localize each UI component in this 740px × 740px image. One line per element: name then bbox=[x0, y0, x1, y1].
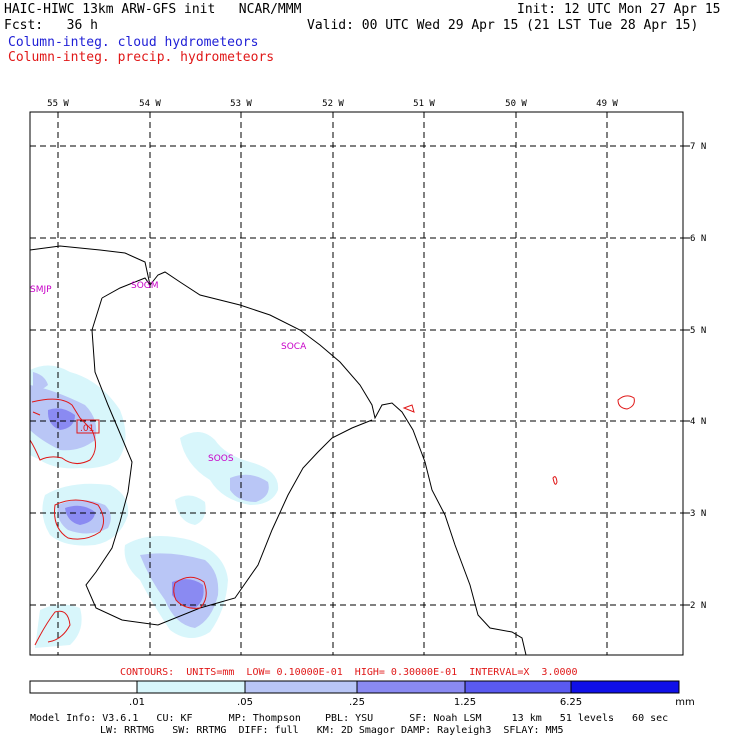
station-labels: SMJP SOGM SOCA SOOS bbox=[30, 281, 307, 464]
station-label: SMJP bbox=[30, 285, 52, 295]
precip-contours bbox=[29, 395, 635, 646]
contours-info: CONTOURS: UNITS=mm LOW= 0.10000E-01 HIGH… bbox=[120, 667, 578, 678]
station-label: SOCA bbox=[281, 342, 307, 352]
cloud-area-light bbox=[175, 495, 206, 525]
colorbar-segment bbox=[570, 680, 680, 694]
valid-time: Valid: 00 UTC Wed 29 Apr 15 (21 LST Tue … bbox=[307, 18, 699, 33]
colorbar-labels: .01 .05 .25 1.25 6.25 mm bbox=[129, 697, 695, 708]
cloud-area-mid bbox=[230, 474, 269, 502]
cloud-shading bbox=[30, 365, 279, 648]
lon-label: 50 W bbox=[505, 99, 527, 109]
cloud-area-deep bbox=[47, 408, 75, 430]
colorbar bbox=[29, 680, 680, 694]
latitude-labels: 7 N 6 N 5 N 4 N 3 N 2 N bbox=[683, 142, 706, 611]
legend-cloud-hydrometeors: Column-integ. cloud hydrometeors bbox=[8, 35, 259, 50]
legend-precip-hydrometeors: Column-integ. precip. hydrometeors bbox=[8, 50, 275, 65]
cloud-area-deep bbox=[65, 505, 95, 525]
colorbar-segment bbox=[136, 680, 246, 694]
colorbar-label: .25 bbox=[349, 697, 365, 708]
lon-label: 49 W bbox=[596, 99, 618, 109]
longitude-labels: 55 W 54 W 53 W 52 W 51 W 50 W 49 W bbox=[47, 99, 618, 109]
cloud-area-mid bbox=[33, 372, 48, 391]
colorbar-segment bbox=[464, 680, 572, 694]
colorbar-segment bbox=[29, 680, 138, 694]
colorbar-label: .01 bbox=[129, 697, 145, 708]
colorbar-label: 1.25 bbox=[454, 697, 476, 708]
cloud-area-deep bbox=[172, 579, 204, 608]
colorbar-label: 6.25 bbox=[560, 697, 582, 708]
coastline bbox=[29, 245, 527, 656]
contour-value-label: .01 bbox=[80, 424, 94, 434]
model-info-line2: LW: RRTMG SW: RRTMG DIFF: full KM: 2D Sm… bbox=[100, 725, 564, 736]
lat-label: 3 N bbox=[690, 509, 706, 519]
chart-title: HAIC-HIWC 13km ARW-GFS init NCAR/MMM bbox=[4, 2, 302, 17]
station-label: SOGM bbox=[131, 281, 159, 291]
colorbar-label: .05 bbox=[237, 697, 253, 708]
init-time: Init: 12 UTC Mon 27 Apr 15 bbox=[517, 2, 721, 17]
lon-label: 51 W bbox=[413, 99, 435, 109]
lon-label: 54 W bbox=[139, 99, 161, 109]
lon-label: 55 W bbox=[47, 99, 69, 109]
lat-label: 4 N bbox=[690, 417, 706, 427]
lon-label: 53 W bbox=[230, 99, 252, 109]
lat-label: 5 N bbox=[690, 326, 706, 336]
colorbar-unit: mm bbox=[675, 697, 694, 708]
forecast-hour: Fcst: 36 h bbox=[4, 18, 98, 33]
colorbar-segment bbox=[244, 680, 358, 694]
lat-label: 6 N bbox=[690, 234, 706, 244]
lat-label: 7 N bbox=[690, 142, 706, 152]
map-frame bbox=[29, 111, 684, 656]
lon-label: 52 W bbox=[322, 99, 344, 109]
station-label: SOOS bbox=[208, 454, 234, 464]
lat-label: 2 N bbox=[690, 601, 706, 611]
colorbar-segment bbox=[356, 680, 466, 694]
graticule bbox=[30, 112, 683, 655]
model-info-line1: Model Info: V3.6.1 CU: KF MP: Thompson P… bbox=[30, 713, 669, 724]
